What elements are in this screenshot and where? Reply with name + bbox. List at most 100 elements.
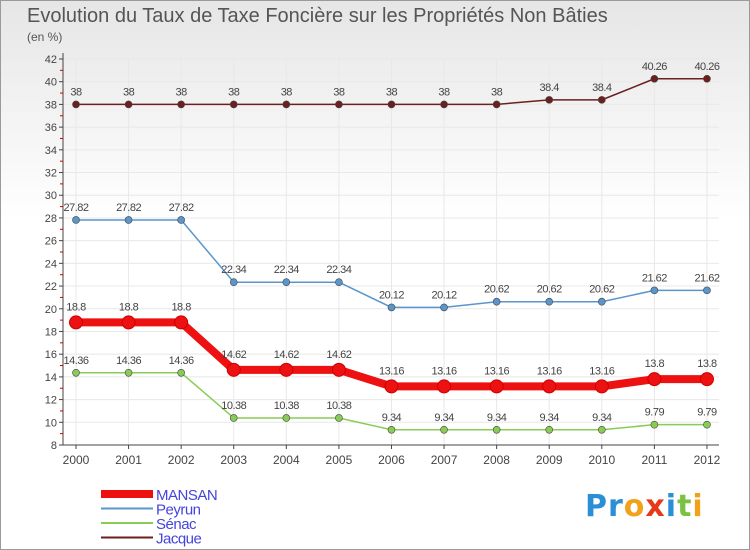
y-tick-label: 24 (45, 258, 57, 270)
y-tick-label: 26 (45, 236, 57, 248)
data-label: 10.38 (326, 400, 351, 412)
data-point (492, 425, 501, 434)
data-label: 22.34 (221, 264, 246, 276)
data-label: 13.8 (645, 358, 665, 370)
data-label: 38 (176, 86, 188, 98)
data-label: 18.8 (171, 301, 191, 313)
x-tick-label: 2012 (694, 453, 721, 467)
data-label: 38 (123, 86, 135, 98)
data-point (594, 379, 609, 394)
data-label: 10.38 (274, 400, 299, 412)
data-label: 38 (386, 86, 398, 98)
chart-title: Evolution du Taux de Taxe Foncière sur l… (27, 5, 608, 27)
data-point (703, 420, 711, 429)
data-point (335, 414, 343, 422)
data-point (703, 74, 711, 83)
data-label: 13.16 (537, 365, 562, 377)
data-label: 9.34 (434, 412, 454, 424)
y-tick-label: 22 (45, 281, 57, 293)
data-point (650, 420, 659, 429)
data-point (492, 297, 501, 306)
x-tick-label: 2001 (115, 453, 142, 467)
data-point (72, 368, 80, 377)
data-label: 27.82 (63, 202, 88, 214)
data-point (647, 372, 662, 387)
y-tick-label: 12 (45, 395, 57, 407)
data-label: 14.62 (221, 349, 246, 361)
x-tick-label: 2009 (536, 453, 563, 467)
y-tick-label: 8 (51, 440, 57, 452)
data-label: 20.62 (537, 284, 562, 296)
data-point (440, 303, 448, 312)
data-point (597, 425, 606, 434)
data-label: 20.62 (589, 284, 614, 296)
data-point (542, 379, 557, 394)
data-point (279, 362, 294, 377)
y-tick-label: 28 (45, 213, 57, 225)
chart-subtitle: (en %) (27, 30, 63, 44)
data-label: 13.16 (484, 365, 509, 377)
data-point (124, 368, 133, 377)
data-label: 38.4 (540, 82, 560, 94)
data-label: 21.62 (694, 272, 719, 284)
data-point (124, 216, 133, 224)
y-tick-label: 42 (45, 54, 57, 66)
legend-label: Jacque (156, 531, 202, 548)
data-label: 21.62 (642, 272, 667, 284)
data-label: 9.34 (382, 412, 402, 424)
data-point (650, 74, 659, 83)
data-point (387, 425, 396, 434)
data-point (545, 96, 554, 104)
data-label: 40.26 (694, 61, 719, 73)
logo-part-6: i (692, 489, 704, 524)
data-label: 10.38 (221, 400, 246, 412)
data-point (545, 425, 554, 434)
data-label: 18.8 (66, 301, 86, 313)
logo-part-4: i (665, 489, 678, 524)
data-point (282, 414, 291, 422)
data-point (72, 216, 80, 224)
y-tick-label: 30 (45, 190, 57, 202)
y-tick-label: 40 (45, 77, 57, 89)
data-label: 14.36 (63, 355, 88, 367)
data-label: 38 (228, 86, 240, 98)
data-label: 9.79 (645, 407, 665, 419)
data-label: 22.34 (326, 264, 351, 276)
data-label: 40.26 (642, 61, 667, 73)
y-tick-label: 38 (45, 99, 57, 111)
data-point (174, 315, 189, 330)
data-label: 38.4 (592, 82, 612, 94)
logo-part-3: x (645, 489, 666, 524)
data-point (226, 362, 241, 377)
data-label: 38 (491, 86, 503, 98)
data-point (650, 286, 659, 295)
data-point (335, 100, 343, 109)
data-point (177, 100, 185, 109)
logo-part-2: o (623, 489, 646, 524)
data-point (121, 315, 136, 330)
data-label: 38 (438, 86, 450, 98)
data-label: 14.62 (274, 349, 299, 361)
data-point (437, 379, 452, 394)
data-label: 13.16 (379, 365, 404, 377)
data-point (229, 278, 238, 286)
data-point (597, 96, 606, 104)
proxiti-logo: Proxiti (585, 489, 704, 524)
data-label: 14.36 (169, 355, 194, 367)
legend-label: MANSAN (156, 487, 217, 504)
data-label: 13.8 (697, 358, 717, 370)
data-label: 38 (333, 86, 345, 98)
data-point (492, 100, 501, 109)
y-tick-label: 34 (45, 145, 57, 157)
data-label: 38 (281, 86, 293, 98)
legend-label: Sénac (156, 516, 197, 533)
data-point (384, 379, 399, 394)
y-tick-label: 32 (45, 168, 57, 180)
data-label: 20.12 (379, 289, 404, 301)
data-label: 13.16 (589, 365, 614, 377)
data-label: 27.82 (116, 202, 141, 214)
logo-part-1: Pr (585, 489, 624, 524)
data-label: 9.34 (592, 412, 612, 424)
y-tick-label: 20 (45, 304, 57, 316)
